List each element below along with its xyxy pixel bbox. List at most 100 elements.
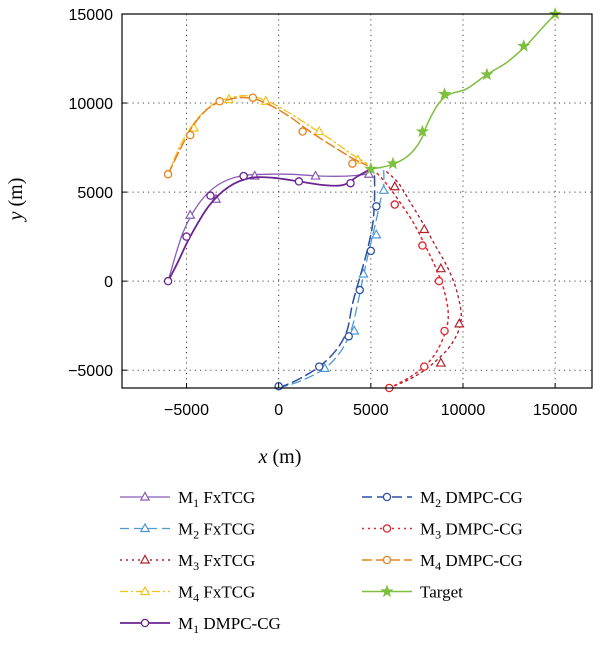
series-group xyxy=(163,7,562,393)
data-point-m2-fxtcg xyxy=(378,184,389,194)
data-point-m4-dmpc-cg xyxy=(298,127,307,136)
series-line-m1-dmpc-cg xyxy=(167,168,372,282)
series-m1-fxtcg xyxy=(167,168,375,282)
data-point-m4-fxtcg xyxy=(313,125,325,136)
data-point-m3-fxtcg xyxy=(435,357,447,367)
legend-label: M2 FxTCG xyxy=(178,520,255,542)
data-point-m2-fxtcg xyxy=(349,325,360,335)
legend-label: Target xyxy=(420,583,463,602)
x-axis-unit: (m) xyxy=(268,446,302,468)
y-axis-unit: (m) xyxy=(5,178,27,212)
y-axis-title: y (m) xyxy=(5,178,27,223)
legend-item-m1-fxtcg: M1 FxTCG xyxy=(120,488,255,510)
data-point-m3-fxtcg xyxy=(389,180,401,191)
series-m2-fxtcg xyxy=(278,170,389,389)
legend-item-target: Target xyxy=(362,583,463,602)
data-point-m3-dmpc-cg xyxy=(434,276,444,286)
y-tick-label: 10000 xyxy=(69,96,114,113)
legend-item-m4-fxtcg: M4 FxTCG xyxy=(120,583,255,605)
y-tick-label: 0 xyxy=(104,274,113,291)
legend-label: M1 DMPC-CG xyxy=(178,614,281,636)
legend-label: M4 DMPC-CG xyxy=(420,551,523,573)
x-tick-label: 15000 xyxy=(533,402,578,419)
legend-marker xyxy=(382,492,392,502)
data-point-m2-dmpc-cg xyxy=(314,362,324,371)
y-tick-label: 5000 xyxy=(77,185,113,202)
y-tick-label: −5000 xyxy=(68,363,113,380)
y-axis-var: y xyxy=(5,211,27,222)
data-point-m2-dmpc-cg xyxy=(372,202,381,211)
series-m4-dmpc-cg xyxy=(163,93,368,179)
legend-marker xyxy=(380,584,394,598)
data-point-target xyxy=(364,162,378,175)
data-point-target xyxy=(517,39,531,52)
data-point-m1-dmpc-cg xyxy=(239,171,248,181)
series-line-target xyxy=(370,13,556,170)
data-point-m4-dmpc-cg xyxy=(248,93,258,102)
legend-item-m2-fxtcg: M2 FxTCG xyxy=(120,520,255,542)
series-m4-fxtcg xyxy=(167,93,368,175)
series-line-m2-dmpc-cg xyxy=(277,173,376,389)
data-point-m4-dmpc-cg xyxy=(185,130,195,140)
data-point-m1-dmpc-cg xyxy=(163,276,173,286)
series-line-m1-fxtcg xyxy=(167,171,372,282)
data-point-target xyxy=(437,87,452,100)
legend-label: M4 FxTCG xyxy=(178,583,255,605)
data-point-m3-fxtcg xyxy=(419,223,430,234)
legend-marker xyxy=(382,524,392,533)
series-line-m3-fxtcg xyxy=(384,170,463,389)
data-point-m3-dmpc-cg xyxy=(418,241,427,250)
series-m3-fxtcg xyxy=(384,170,465,389)
data-point-target xyxy=(415,124,429,138)
data-point-m1-dmpc-cg xyxy=(206,191,215,200)
legend-label: M3 FxTCG xyxy=(178,551,255,573)
legend-item-m4-dmpc-cg: M4 DMPC-CG xyxy=(362,551,523,573)
data-point-m3-dmpc-cg xyxy=(390,200,400,209)
data-point-m4-dmpc-cg xyxy=(215,97,224,106)
data-point-target xyxy=(386,156,400,170)
x-tick-label: 5000 xyxy=(353,402,389,419)
data-point-m1-dmpc-cg xyxy=(294,177,304,186)
legend-marker xyxy=(139,554,151,564)
legend-label: M1 FxTCG xyxy=(178,488,255,510)
x-axis-title: x (m) xyxy=(258,446,302,468)
x-tick-label: 0 xyxy=(274,402,283,419)
legend-item-m3-fxtcg: M3 FxTCG xyxy=(120,551,255,573)
legend-label: M3 DMPC-CG xyxy=(420,520,523,542)
x-tick-label: −5000 xyxy=(164,402,209,419)
data-point-m1-dmpc-cg xyxy=(346,178,355,188)
legend-label: M2 DMPC-CG xyxy=(420,488,523,510)
data-point-m4-dmpc-cg xyxy=(348,159,357,168)
plot-frame xyxy=(121,13,593,389)
data-point-m1-fxtcg xyxy=(310,170,321,180)
legend-marker xyxy=(139,522,151,533)
data-point-m3-dmpc-cg xyxy=(420,362,429,371)
data-point-m1-dmpc-cg xyxy=(182,232,191,241)
data-point-m3-dmpc-cg xyxy=(440,326,449,336)
legend-marker xyxy=(382,555,392,565)
legend-marker xyxy=(139,585,151,596)
data-point-m2-dmpc-cg xyxy=(344,332,353,341)
legend-item-m1-dmpc-cg: M1 DMPC-CG xyxy=(120,614,281,636)
data-point-m2-dmpc-cg xyxy=(355,285,365,295)
legend: M1 FxTCG M2 FxTCG M3 FxTCG M4 FxTCG M1 DMPC-… xyxy=(120,488,523,636)
data-point-target xyxy=(480,67,494,81)
data-point-m4-dmpc-cg xyxy=(163,170,173,179)
data-point-m2-fxtcg xyxy=(371,228,382,239)
series-m1-dmpc-cg xyxy=(163,168,372,286)
data-point-m1-fxtcg xyxy=(363,168,375,178)
x-axis-var: x xyxy=(258,446,268,468)
legend-marker xyxy=(140,618,150,628)
data-point-m4-fxtcg xyxy=(260,95,271,105)
data-point-m2-dmpc-cg xyxy=(366,246,376,256)
series-target xyxy=(364,7,562,175)
series-line-m4-dmpc-cg xyxy=(167,96,368,176)
tick-labels: −5000 0 5000 10000 15000 −5000 0 5000 10000 15000 xyxy=(68,7,577,419)
data-point-m3-fxtcg xyxy=(435,262,447,273)
x-tick-label: 10000 xyxy=(441,402,486,419)
legend-item-m3-dmpc-cg: M3 DMPC-CG xyxy=(362,520,523,542)
data-point-m1-fxtcg xyxy=(184,209,196,219)
series-m2-dmpc-cg xyxy=(274,173,381,391)
y-tick-label: 15000 xyxy=(69,7,114,24)
